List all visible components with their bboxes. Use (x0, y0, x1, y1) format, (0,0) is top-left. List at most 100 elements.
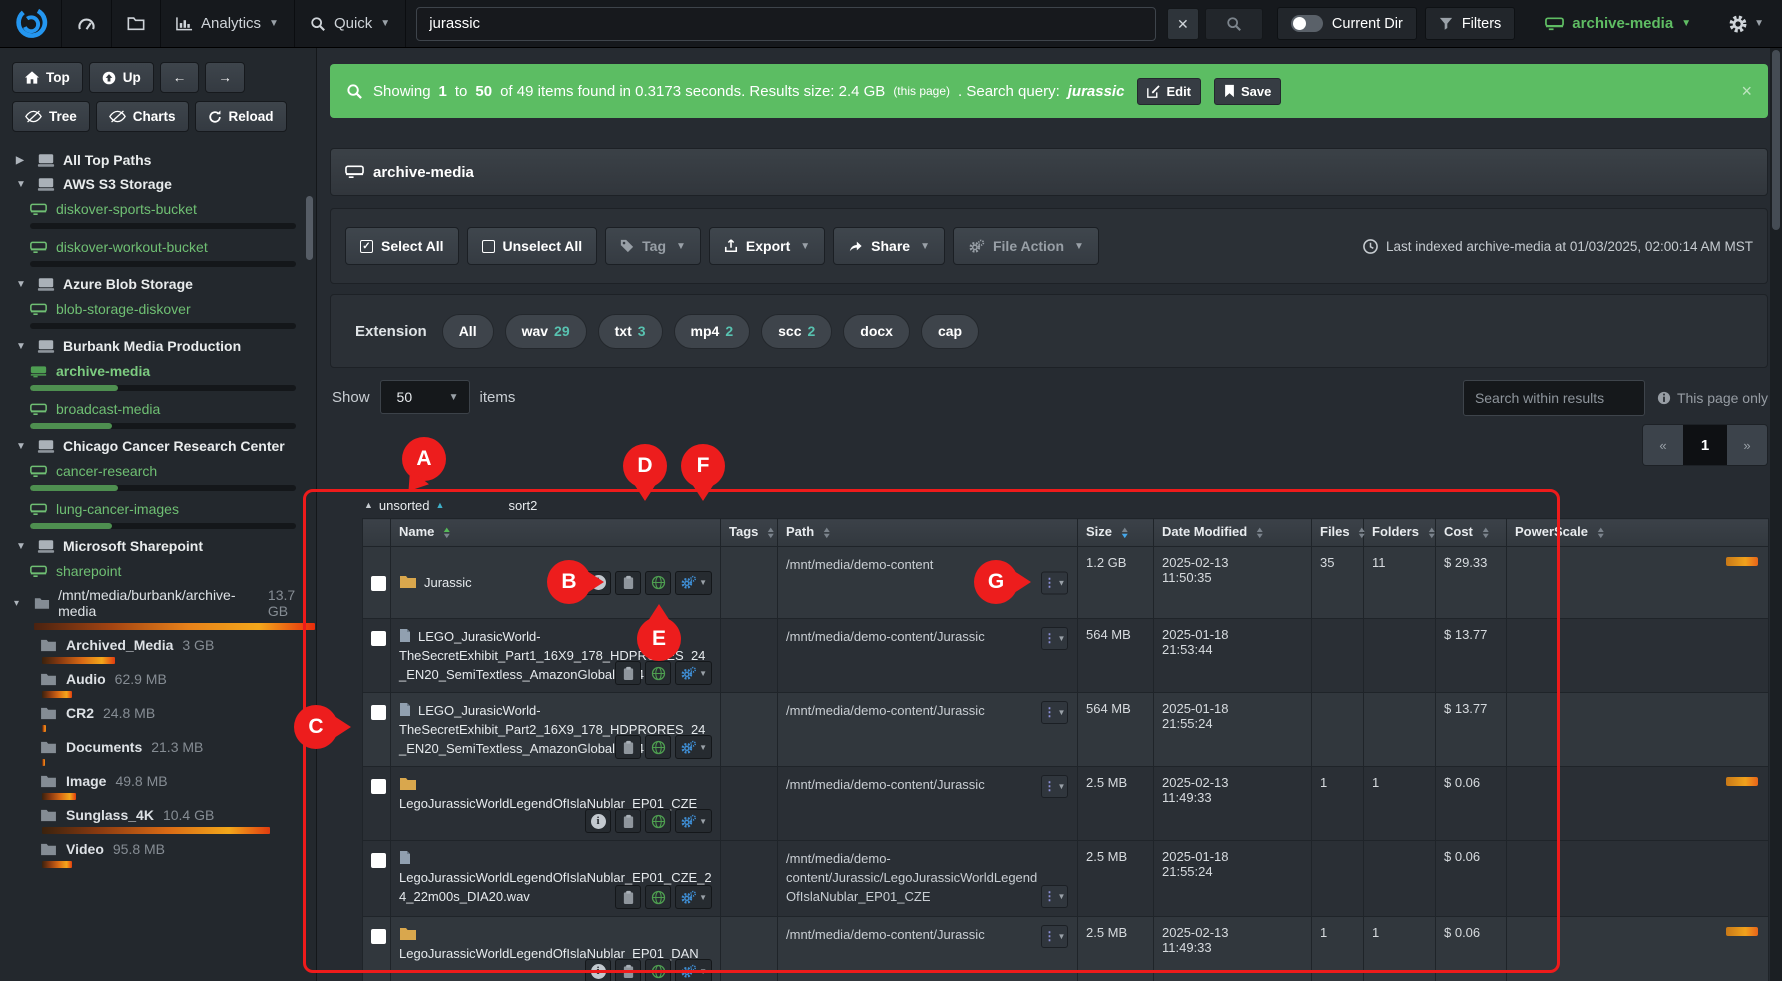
file-actions-dropdown[interactable]: ▼ (675, 735, 712, 759)
ext-pill-docx[interactable]: docx (843, 313, 910, 349)
copy-path-button[interactable] (615, 735, 642, 759)
copy-path-button[interactable] (615, 959, 642, 981)
path-menu-button[interactable]: ⋮ ▼ (1041, 885, 1068, 908)
tree-folder-documents[interactable]: Documents 21.3 MB (0, 735, 316, 757)
media-info-button[interactable] (645, 661, 672, 685)
item-path[interactable]: /mnt/media/demo-content/Jurassic (786, 927, 985, 942)
row-checkbox[interactable] (371, 705, 386, 720)
ext-pill-wav[interactable]: wav 29 (504, 313, 587, 349)
tree-host-all-top-paths[interactable]: ▶ All Top Paths (0, 148, 316, 172)
item-name[interactable]: LEGO_JurasicWorld-TheSecretExhibit_Part1… (399, 629, 706, 682)
path-menu-button[interactable]: ⋮ ▼ (1041, 701, 1068, 724)
row-checkbox[interactable] (371, 779, 386, 794)
tree-host-burbank-media[interactable]: ▼ Burbank Media Production (0, 334, 316, 358)
prev-page-button[interactable]: « (1643, 425, 1683, 465)
current-dir-toggle[interactable]: Current Dir (1276, 7, 1417, 40)
tree-index-blob-storage-diskover[interactable]: blob-storage-diskover (0, 296, 316, 319)
search-within-input[interactable] (1462, 380, 1645, 416)
row-checkbox[interactable] (371, 853, 386, 868)
next-page-button[interactable]: » (1727, 425, 1767, 465)
item-name[interactable]: LEGO_JurasicWorld-TheSecretExhibit_Part2… (399, 703, 706, 756)
sort-tab-unsorted[interactable]: unsorted (378, 497, 430, 513)
path-menu-button[interactable]: ⋮ ▼ (1041, 627, 1068, 650)
item-path[interactable]: /mnt/media/demo-content/Jurassic (786, 703, 985, 718)
search-submit-button[interactable] (1204, 8, 1263, 40)
item-path[interactable]: /mnt/media/demo-content/Jurassic (786, 777, 985, 792)
filters-button[interactable]: Filters (1424, 7, 1516, 40)
item-name[interactable]: LegoJurassicWorldLegendOfIslaNublar_EP01… (399, 796, 698, 811)
item-path[interactable]: /mnt/media/demo-content (786, 557, 934, 572)
tree-folder-cr2[interactable]: CR2 24.8 MB (0, 701, 316, 723)
tree-index-broadcast-media[interactable]: broadcast-media (0, 396, 316, 419)
header-cost[interactable]: Cost ▲ ▼ (1435, 518, 1507, 547)
header-size[interactable]: Size ▲ ▼ (1077, 518, 1154, 547)
name-cell[interactable]: LEGO_JurasicWorld-TheSecretExhibit_Part2… (390, 692, 721, 767)
tree-index-diskover-workout-bucket[interactable]: diskover-workout-bucket (0, 234, 316, 257)
sort-arrows-icon[interactable]: ▲ ▼ (1426, 524, 1437, 540)
path-menu-button[interactable]: ⋮ ▼ (1041, 775, 1068, 798)
header-tags[interactable]: Tags ▲ ▼ (720, 518, 778, 547)
row-checkbox[interactable] (371, 575, 386, 591)
tree-index-sharepoint[interactable]: sharepoint (0, 558, 316, 581)
reload-button[interactable]: Reload (194, 101, 287, 132)
tag-menu-button[interactable]: Tag ▼ (605, 227, 701, 265)
select-all-button[interactable]: ✓ Select All (345, 227, 459, 265)
tree-host-microsoft-sharepoint[interactable]: ▼ Microsoft Sharepoint (0, 534, 316, 558)
name-cell[interactable]: LegoJurassicWorldLegendOfIslaNublar_EP01… (390, 916, 721, 981)
forward-button[interactable]: → (205, 62, 245, 93)
current-page-button[interactable]: 1 (1683, 425, 1727, 465)
settings-menu[interactable]: ▼ (1709, 0, 1782, 47)
back-button[interactable]: ← (159, 62, 200, 93)
up-button[interactable]: Up (88, 62, 154, 93)
header-date-modified[interactable]: Date Modified ▲ ▼ (1153, 518, 1312, 547)
header-folders[interactable]: Folders ▲ ▼ (1363, 518, 1437, 547)
file-browser-button[interactable] (112, 0, 161, 47)
media-info-button[interactable] (645, 570, 672, 595)
file-actions-dropdown[interactable]: ▼ (675, 570, 712, 595)
tree-host-azure-blob[interactable]: ▼ Azure Blob Storage (0, 272, 316, 296)
unselect-all-button[interactable]: Unselect All (466, 227, 598, 265)
copy-path-button[interactable] (615, 570, 642, 595)
info-button[interactable]: i (585, 809, 612, 833)
ext-pill-txt[interactable]: txt 3 (597, 313, 663, 349)
path-menu-button[interactable]: ⋮ ▼ (1041, 925, 1068, 948)
sort-arrows-icon[interactable]: ▲ ▼ (441, 524, 452, 540)
sort-arrows-icon[interactable]: ▲ ▼ (765, 524, 776, 540)
quick-search-menu[interactable]: Quick ▼ (295, 0, 407, 47)
tree-folder-image[interactable]: Image 49.8 MB (0, 769, 316, 791)
sort-arrows-icon[interactable]: ▲ ▼ (1480, 524, 1491, 540)
tree-folder-audio[interactable]: Audio 62.9 MB (0, 667, 316, 689)
ext-pill-cap[interactable]: cap (920, 313, 980, 349)
media-info-button[interactable] (645, 959, 672, 981)
row-checkbox[interactable] (371, 631, 386, 646)
sort-arrows-icon[interactable]: ▲ ▼ (1119, 524, 1130, 540)
tree-path-root[interactable]: ▾ /mnt/media/burbank/archive-media 13.7 … (0, 581, 316, 621)
tree-folder-video[interactable]: Video 95.8 MB (0, 837, 316, 859)
export-menu-button[interactable]: Export ▼ (708, 227, 826, 265)
save-search-button[interactable]: Save (1214, 77, 1282, 105)
edit-search-button[interactable]: Edit (1137, 77, 1202, 105)
share-menu-button[interactable]: Share ▼ (833, 227, 945, 265)
top-button[interactable]: Top (12, 62, 83, 93)
sort-arrows-icon[interactable]: ▲ ▼ (1356, 524, 1367, 540)
copy-path-button[interactable] (615, 885, 642, 909)
tree-toggle-button[interactable]: Tree (12, 101, 90, 132)
info-button[interactable]: i (585, 959, 612, 981)
name-cell[interactable]: LegoJurassicWorldLegendOfIslaNublar_EP01… (390, 766, 721, 841)
item-path[interactable]: /mnt/media/demo-content/Jurassic (786, 629, 985, 644)
analytics-menu[interactable]: Analytics ▼ (161, 0, 295, 47)
tree-index-diskover-sports-bucket[interactable]: diskover-sports-bucket (0, 196, 316, 219)
copy-path-button[interactable] (615, 661, 642, 685)
ext-pill-mp4[interactable]: mp4 2 (673, 313, 751, 349)
row-checkbox[interactable] (371, 929, 386, 944)
tree-folder-sunglass-4k[interactable]: Sunglass_4K 10.4 GB (0, 803, 316, 825)
file-actions-dropdown[interactable]: ▼ (675, 959, 712, 981)
close-banner-button[interactable]: × (1741, 80, 1752, 101)
ext-pill-all[interactable]: All (441, 313, 494, 349)
item-name[interactable]: LegoJurassicWorldLegendOfIslaNublar_EP01… (399, 870, 712, 904)
sort-tab-sort2[interactable]: sort2 (508, 497, 538, 513)
copy-path-button[interactable] (615, 809, 642, 833)
toggle-off-icon[interactable] (1290, 15, 1323, 32)
ext-pill-scc[interactable]: scc 2 (761, 313, 833, 349)
index-selector[interactable]: archive-media ▼ (1527, 0, 1709, 47)
